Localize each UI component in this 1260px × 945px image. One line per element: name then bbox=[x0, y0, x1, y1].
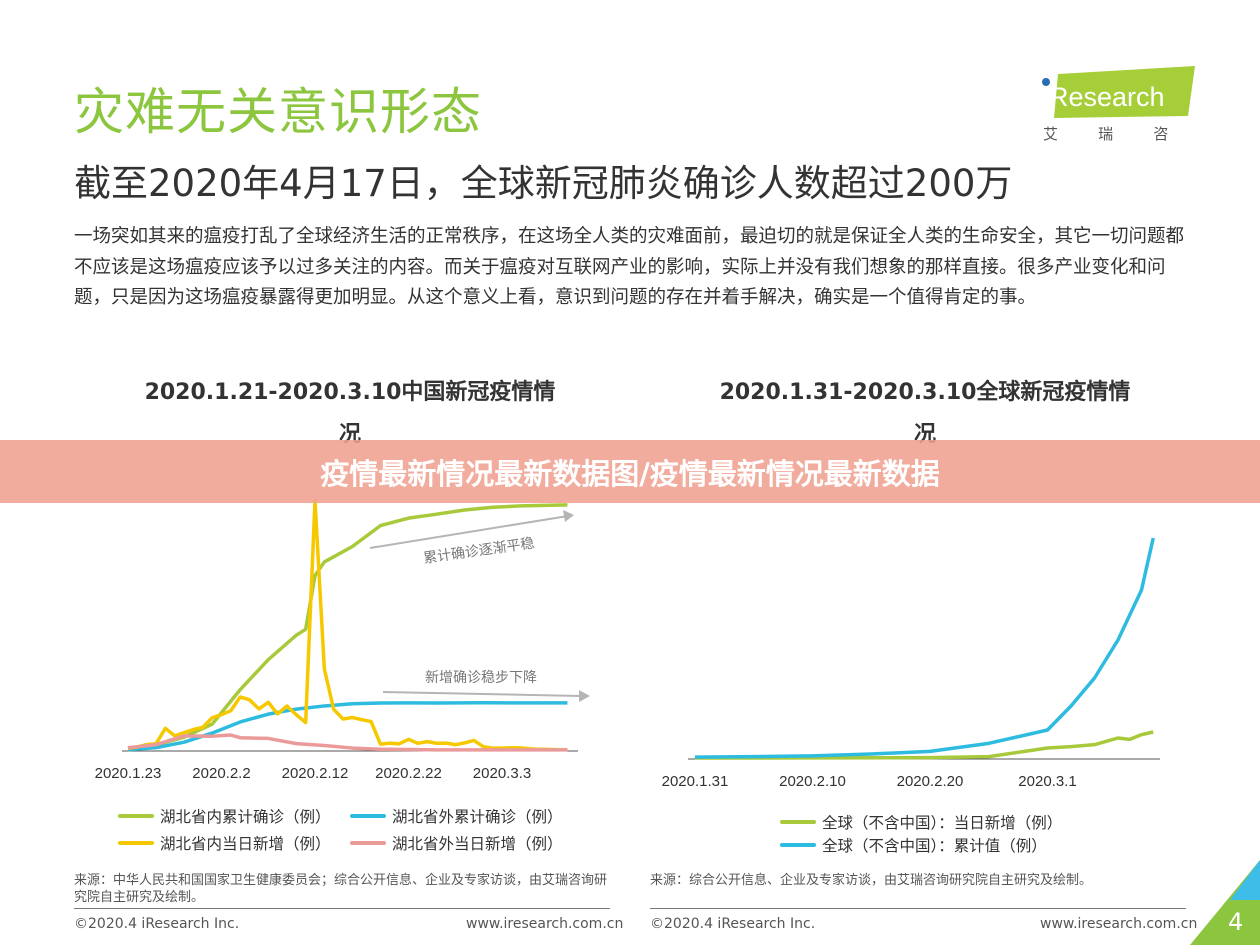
chart1-x-tick-label: 2020.2.22 bbox=[375, 765, 442, 782]
chart1-series-line-2 bbox=[127, 498, 568, 752]
page-subtitle: 截至2020年4月17日，全球新冠肺炎确诊人数超过200万 bbox=[74, 162, 1013, 205]
chart1-title: 2020.1.21-2020.3.10中国新冠疫情情况 bbox=[144, 380, 556, 447]
chart1-x-tick-label: 2020.2.12 bbox=[282, 765, 349, 782]
legend-item: 湖北省外累计确诊（例） bbox=[350, 805, 563, 827]
legend-swatch bbox=[780, 843, 816, 847]
legend-item: 全球（不含中国）：累计值（例） bbox=[780, 834, 1047, 856]
legend-item: 湖北省外当日新增（例） bbox=[350, 832, 563, 854]
page-corner-decoration bbox=[1190, 860, 1260, 945]
arrow-head-1 bbox=[563, 510, 574, 522]
legend-label: 全球（不含中国）：累计值（例） bbox=[822, 837, 1047, 855]
legend-swatch bbox=[780, 820, 816, 824]
legend-label: 全球（不含中国）：当日新增（例） bbox=[822, 814, 1063, 832]
legend-item: 湖北省内当日新增（例） bbox=[118, 832, 331, 854]
source-note-left: 来源：中华人民共和国国家卫生健康委员会；综合公开信息、企业及专家访谈，由艾瑞咨询… bbox=[74, 873, 608, 905]
arrow-line-2 bbox=[382, 691, 581, 697]
arrow-line-1 bbox=[369, 515, 569, 549]
legend-item: 全球（不含中国）：当日新增（例） bbox=[780, 811, 1062, 833]
overlay-banner: 疫情最新情况最新数据图/疫情最新情况最新数据 bbox=[0, 440, 1260, 503]
footer-divider-left bbox=[74, 908, 610, 909]
body-paragraph: 一场突如其来的瘟疫打乱了全球经济生活的正常秩序，在这场全人类的灾难面前，最迫切的… bbox=[74, 226, 1185, 308]
chart1-x-tick-label: 2020.2.2 bbox=[192, 765, 250, 782]
legend-label: 湖北省外累计确诊（例） bbox=[392, 808, 563, 826]
chart2-x-tick-label: 2020.2.10 bbox=[779, 773, 846, 790]
chart1-series-line-1 bbox=[127, 701, 568, 752]
legend-label: 湖北省内累计确诊（例） bbox=[160, 808, 331, 826]
legend-swatch bbox=[350, 841, 386, 845]
annotation-daily: 新增确诊稳步下降 bbox=[425, 669, 537, 685]
logo-text: iResearch bbox=[1043, 82, 1165, 112]
chart2-plot: 2020.1.31 2020.2.10 2020.2.20 2020.3.1 bbox=[662, 537, 1160, 790]
copyright-right: ©2020.4 iResearch Inc. bbox=[650, 916, 816, 932]
chart2-x-tick-label: 2020.3.1 bbox=[1018, 773, 1076, 790]
logo-graphic: iResearch 艾 瑞 咨 询 bbox=[1042, 66, 1224, 143]
chart1-series-line-3 bbox=[127, 733, 568, 752]
iresearch-logo: iResearch 艾 瑞 咨 询 bbox=[1040, 66, 1224, 146]
source-note-right: 来源：综合公开信息、企业及专家访谈，由艾瑞咨询研究院自主研究及绘制。 bbox=[650, 873, 1093, 888]
chart2-x-tick-label: 2020.2.20 bbox=[897, 773, 964, 790]
chart2-series-line-0 bbox=[694, 730, 1154, 760]
chart2-title: 2020.1.31-2020.3.10全球新冠疫情情况 bbox=[719, 380, 1131, 447]
chart2-x-tick-label: 2020.1.31 bbox=[662, 773, 729, 790]
page-number: 4 bbox=[1228, 908, 1244, 936]
url-right: www.iresearch.com.cn bbox=[1040, 916, 1198, 932]
banner-text: 疫情最新情况最新数据图/疫情最新情况最新数据 bbox=[320, 456, 940, 491]
arrow-head-2 bbox=[579, 690, 590, 702]
legend-label: 湖北省外当日新增（例） bbox=[392, 835, 563, 853]
chart2-series-line-1 bbox=[694, 537, 1155, 759]
legend-item: 湖北省内累计确诊（例） bbox=[118, 805, 331, 827]
copyright-left: ©2020.4 iResearch Inc. bbox=[74, 916, 240, 932]
chart1-plot: 累计确诊逐渐平稳 新增确诊稳步下降 2020.1.23 2020.2.2 2020.… bbox=[95, 498, 590, 782]
legend-swatch bbox=[350, 814, 386, 818]
legend-label: 湖北省内当日新增（例） bbox=[160, 835, 331, 853]
logo-cn: 艾 瑞 咨 询 bbox=[1043, 126, 1200, 143]
url-left: www.iresearch.com.cn bbox=[466, 916, 624, 932]
footer-divider-right bbox=[650, 908, 1186, 909]
page-title: 灾难无关意识形态 bbox=[74, 83, 482, 141]
chart1-x-tick-label: 2020.1.23 bbox=[95, 765, 162, 782]
chart1-x-tick-label: 2020.3.3 bbox=[473, 765, 531, 782]
legend-swatch bbox=[118, 841, 154, 845]
legend-swatch bbox=[118, 814, 154, 818]
